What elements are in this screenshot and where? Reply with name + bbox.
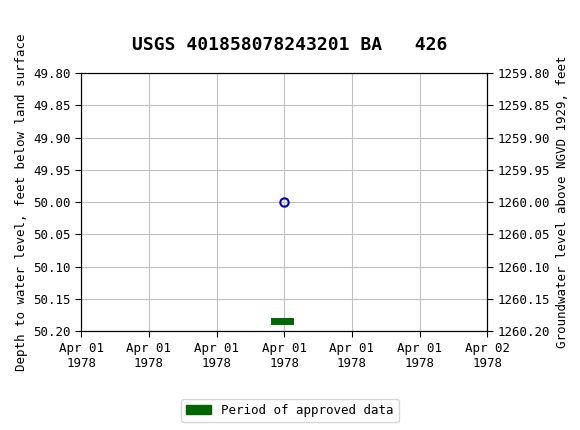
Y-axis label: Depth to water level, feet below land surface: Depth to water level, feet below land su…	[14, 34, 28, 371]
Text: USGS 401858078243201 BA   426: USGS 401858078243201 BA 426	[132, 36, 448, 54]
Legend: Period of approved data: Period of approved data	[181, 399, 399, 422]
Y-axis label: Groundwater level above NGVD 1929, feet: Groundwater level above NGVD 1929, feet	[556, 56, 568, 348]
Text: ❖USGS: ❖USGS	[12, 10, 70, 29]
